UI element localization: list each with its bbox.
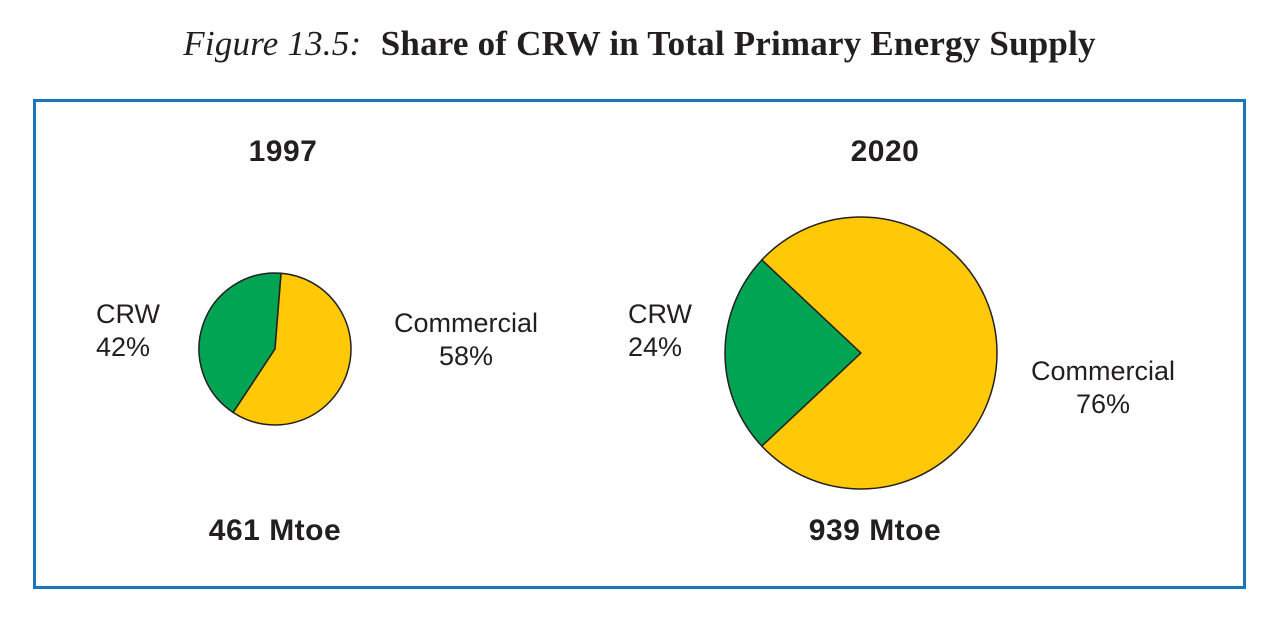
pie-chart-2020: [723, 215, 999, 491]
year-label-2020: 2020: [850, 135, 920, 168]
commercial-name-1997: Commercial: [393, 308, 539, 338]
chart-frame: 1997 CRW 42% Commercial 58% 461 Mtoe 202…: [33, 99, 1246, 589]
pie-slice-commercial: [761, 216, 998, 490]
figure-title: Figure 13.5: Share of CRW in Total Prima…: [0, 24, 1279, 64]
commercial-pct-2020: 76%: [1075, 388, 1131, 419]
crw-label-2020: CRW 24%: [628, 298, 692, 364]
pie-slice-commercial: [232, 272, 352, 426]
crw-pct-2020: 24%: [628, 331, 683, 362]
commercial-name-2020: Commercial: [1030, 356, 1176, 386]
crw-name-1997: CRW: [96, 299, 160, 329]
pie-svg-2020: [724, 216, 998, 490]
commercial-pct-1997: 58%: [438, 340, 494, 371]
pie-chart-1997: [197, 271, 353, 427]
year-label-1997: 1997: [248, 135, 318, 168]
pie-svg-1997: [198, 272, 352, 426]
pie-slice-crw: [724, 259, 862, 447]
figure-title-main: Share of CRW in Total Primary Energy Sup…: [380, 24, 1096, 63]
total-label-2020: 939 Mtoe: [808, 514, 942, 547]
figure-number: Figure 13.5:: [183, 24, 362, 63]
total-label-1997: 461 Mtoe: [208, 514, 342, 547]
commercial-label-1997: Commercial 58%: [394, 307, 538, 373]
crw-pct-1997: 42%: [96, 331, 151, 362]
crw-label-1997: CRW 42%: [96, 298, 160, 364]
commercial-label-2020: Commercial 76%: [1031, 355, 1175, 421]
crw-name-2020: CRW: [628, 299, 692, 329]
pie-slice-crw: [198, 272, 282, 414]
